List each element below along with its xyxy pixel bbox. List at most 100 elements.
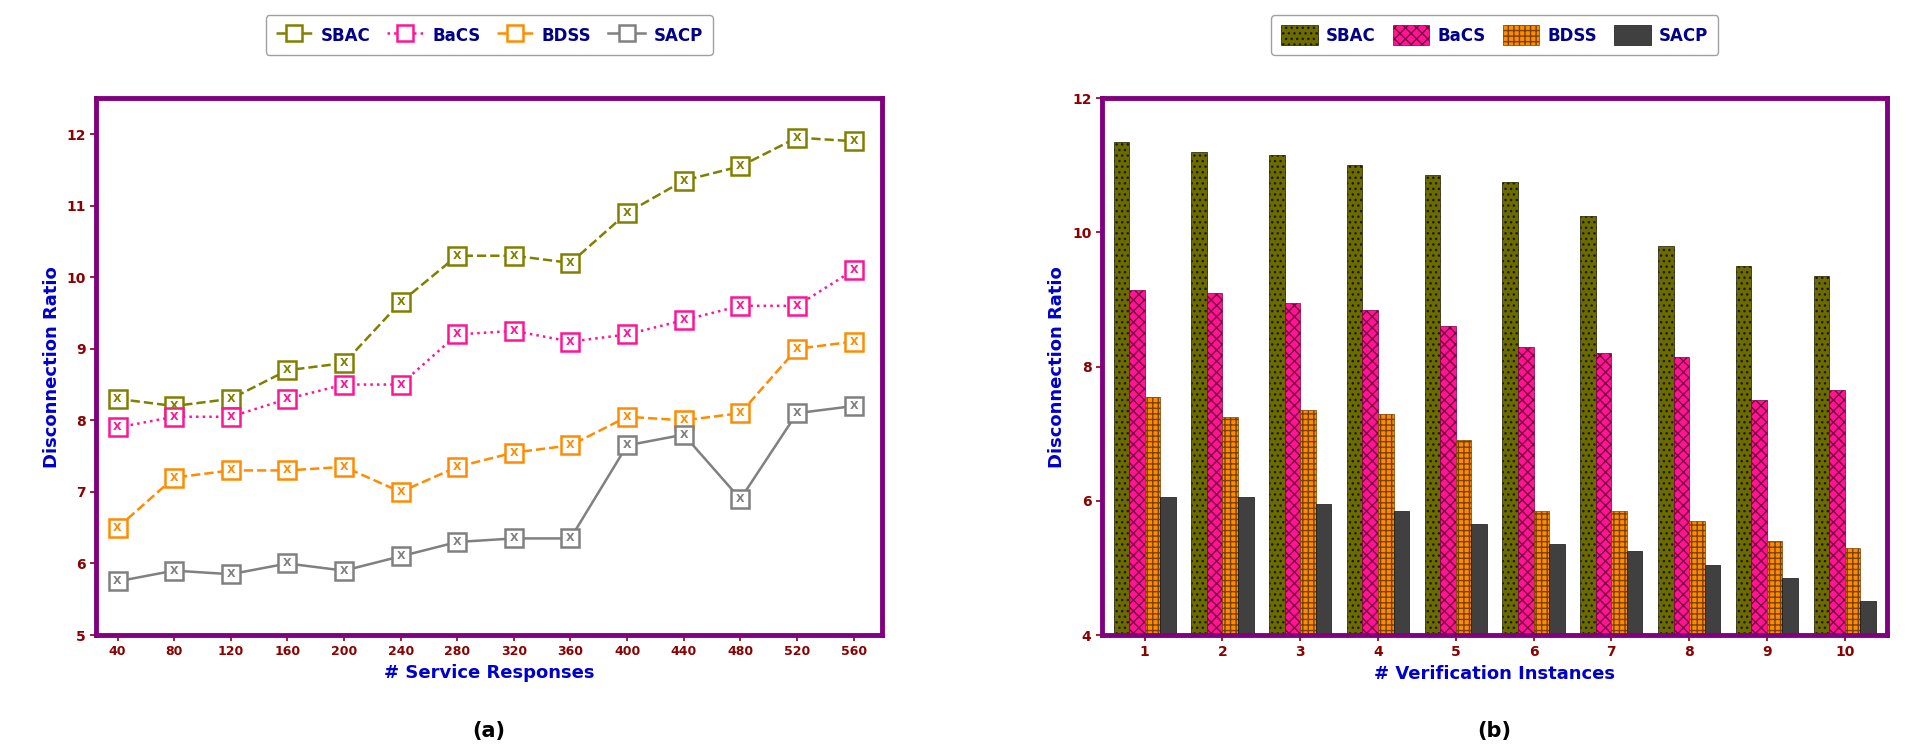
Text: X: X — [622, 441, 632, 451]
Bar — [1471, 525, 1487, 756]
Text: X: X — [680, 429, 688, 440]
Text: X: X — [736, 494, 745, 504]
Bar — [1735, 266, 1751, 756]
Text: X: X — [680, 315, 688, 325]
Text: (a): (a) — [472, 721, 507, 741]
Bar — [1223, 417, 1238, 756]
Text: X: X — [283, 559, 291, 569]
Bar — [1362, 310, 1377, 756]
Text: X: X — [510, 448, 518, 457]
Text: X: X — [794, 344, 801, 354]
Bar — [1549, 544, 1564, 756]
Text: X: X — [794, 132, 801, 143]
Bar — [1830, 390, 1845, 756]
Text: X: X — [453, 251, 462, 261]
Bar — [1689, 521, 1705, 756]
Text: X: X — [114, 576, 121, 587]
Bar — [1346, 166, 1362, 756]
Bar — [1315, 504, 1331, 756]
Bar — [1766, 541, 1782, 756]
Text: (b): (b) — [1477, 721, 1512, 741]
Text: X: X — [510, 534, 518, 544]
Bar — [1579, 215, 1597, 756]
Text: X: X — [566, 534, 574, 544]
Bar — [1658, 246, 1674, 756]
Bar — [1518, 346, 1533, 756]
Bar — [1533, 511, 1549, 756]
Text: X: X — [510, 326, 518, 336]
Bar — [1113, 142, 1129, 756]
Text: X: X — [227, 412, 235, 422]
Text: X: X — [339, 462, 349, 472]
Legend: SBAC, BaCS, BDSS, SACP: SBAC, BaCS, BDSS, SACP — [1271, 15, 1718, 54]
Text: X: X — [397, 297, 404, 307]
Text: X: X — [453, 537, 462, 547]
Text: X: X — [114, 423, 121, 432]
Bar — [1129, 290, 1144, 756]
Text: X: X — [169, 401, 179, 411]
Bar — [1300, 411, 1315, 756]
Text: X: X — [283, 365, 291, 375]
Text: X: X — [169, 565, 179, 575]
Text: X: X — [339, 380, 349, 389]
Text: X: X — [794, 301, 801, 311]
Text: X: X — [339, 565, 349, 575]
Text: X: X — [453, 462, 462, 472]
Text: X: X — [227, 394, 235, 404]
Legend: SBAC, BaCS, BDSS, SACP: SBAC, BaCS, BDSS, SACP — [266, 15, 713, 54]
Bar — [1441, 327, 1456, 756]
Bar — [1705, 565, 1720, 756]
Text: X: X — [622, 330, 632, 339]
Text: X: X — [849, 136, 857, 146]
Text: X: X — [397, 551, 404, 561]
Text: X: X — [849, 336, 857, 346]
Text: X: X — [680, 175, 688, 185]
Text: X: X — [227, 569, 235, 579]
Bar — [1782, 578, 1799, 756]
Text: X: X — [510, 251, 518, 261]
Bar — [1238, 497, 1254, 756]
Y-axis label: Disconnection Ratio: Disconnection Ratio — [42, 266, 62, 467]
Bar — [1627, 551, 1643, 756]
Bar — [1208, 293, 1223, 756]
Text: X: X — [736, 301, 745, 311]
Bar — [1502, 182, 1518, 756]
Bar — [1285, 303, 1300, 756]
Text: X: X — [397, 487, 404, 497]
Text: X: X — [794, 408, 801, 418]
Text: X: X — [849, 265, 857, 275]
Text: X: X — [736, 161, 745, 172]
Text: X: X — [114, 394, 121, 404]
Text: X: X — [339, 358, 349, 368]
Text: X: X — [736, 408, 745, 418]
Text: X: X — [227, 466, 235, 476]
Text: X: X — [283, 466, 291, 476]
Bar — [1597, 353, 1612, 756]
Bar — [1845, 548, 1861, 756]
Text: X: X — [622, 208, 632, 218]
Bar — [1394, 511, 1410, 756]
Text: X: X — [114, 522, 121, 533]
Text: X: X — [169, 412, 179, 422]
Text: X: X — [566, 336, 574, 346]
Bar — [1456, 441, 1471, 756]
Bar — [1674, 357, 1689, 756]
Text: X: X — [566, 258, 574, 268]
Bar — [1159, 497, 1175, 756]
Text: X: X — [397, 380, 404, 389]
Bar — [1814, 276, 1830, 756]
Bar — [1192, 152, 1208, 756]
Y-axis label: Disconnection Ratio: Disconnection Ratio — [1048, 266, 1067, 467]
X-axis label: # Service Responses: # Service Responses — [383, 664, 595, 682]
Bar — [1861, 602, 1876, 756]
Text: X: X — [169, 472, 179, 482]
Text: X: X — [622, 412, 632, 422]
Text: X: X — [453, 330, 462, 339]
X-axis label: # Verification Instances: # Verification Instances — [1373, 665, 1616, 683]
Bar — [1269, 155, 1285, 756]
Text: X: X — [283, 394, 291, 404]
Text: X: X — [566, 441, 574, 451]
Text: X: X — [849, 401, 857, 411]
Bar — [1144, 397, 1159, 756]
Bar — [1612, 511, 1627, 756]
